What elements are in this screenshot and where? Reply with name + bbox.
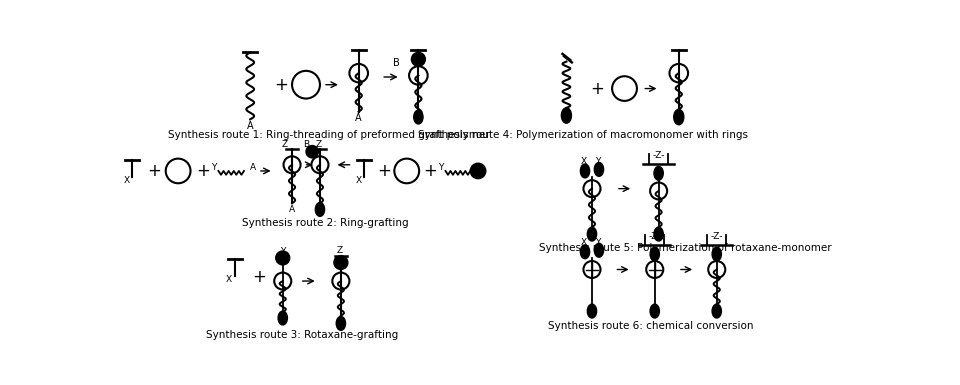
Ellipse shape	[594, 162, 604, 176]
Text: A: A	[355, 113, 362, 123]
Ellipse shape	[650, 304, 660, 318]
Ellipse shape	[414, 110, 423, 124]
Circle shape	[334, 256, 348, 270]
Circle shape	[276, 251, 290, 265]
Text: Y: Y	[280, 247, 285, 256]
Text: +: +	[196, 162, 210, 180]
Ellipse shape	[581, 164, 589, 178]
Text: B: B	[393, 58, 399, 68]
Text: X: X	[355, 176, 362, 186]
Text: Synthesis route 6: chemical conversion: Synthesis route 6: chemical conversion	[548, 321, 754, 331]
Circle shape	[470, 163, 486, 179]
Text: +: +	[147, 162, 161, 180]
Text: B: B	[303, 140, 309, 149]
Ellipse shape	[588, 227, 596, 241]
Ellipse shape	[594, 243, 604, 257]
Text: Synthesis route 3: Rotaxane-grafting: Synthesis route 3: Rotaxane-grafting	[206, 330, 398, 340]
Text: +: +	[590, 80, 605, 97]
Text: Synthesis route 5: Polymerization of rotaxane-monomer: Synthesis route 5: Polymerization of rot…	[540, 243, 832, 253]
Ellipse shape	[712, 247, 721, 261]
Text: +: +	[252, 268, 267, 286]
Text: A: A	[251, 163, 256, 172]
Ellipse shape	[562, 108, 571, 123]
Text: +: +	[423, 162, 437, 180]
Circle shape	[306, 146, 319, 158]
Text: Z: Z	[282, 140, 288, 149]
Text: X: X	[581, 157, 587, 166]
Circle shape	[412, 52, 425, 66]
Text: -Z-: -Z-	[649, 232, 661, 241]
Text: Synthesis route 4: Polymerization of macromonomer with rings: Synthesis route 4: Polymerization of mac…	[418, 130, 748, 140]
Ellipse shape	[654, 166, 663, 180]
Ellipse shape	[654, 227, 663, 241]
Text: A: A	[289, 205, 295, 214]
Text: Synthesis route 2: Ring-grafting: Synthesis route 2: Ring-grafting	[242, 218, 409, 228]
Text: Y: Y	[210, 163, 216, 172]
Text: X: X	[581, 238, 587, 247]
Text: X: X	[227, 275, 232, 284]
Ellipse shape	[588, 304, 596, 318]
Text: A: A	[247, 121, 253, 131]
Text: +: +	[377, 162, 392, 180]
Text: X: X	[124, 176, 130, 186]
Ellipse shape	[712, 304, 721, 318]
Text: Y: Y	[594, 157, 600, 166]
Ellipse shape	[650, 247, 660, 261]
Text: Y: Y	[594, 238, 600, 247]
Ellipse shape	[278, 311, 287, 325]
Text: Y: Y	[438, 163, 444, 172]
Text: -Z-: -Z-	[710, 232, 723, 241]
Ellipse shape	[674, 109, 684, 125]
Text: +: +	[275, 76, 288, 94]
Ellipse shape	[581, 245, 589, 259]
Text: Z: Z	[316, 140, 323, 149]
Ellipse shape	[336, 316, 346, 330]
Text: Z: Z	[337, 246, 343, 255]
Ellipse shape	[315, 203, 324, 216]
Text: Synthesis route 1: Ring-threading of preformed graft polymer: Synthesis route 1: Ring-threading of pre…	[168, 130, 490, 140]
Text: -Z-: -Z-	[653, 151, 665, 160]
